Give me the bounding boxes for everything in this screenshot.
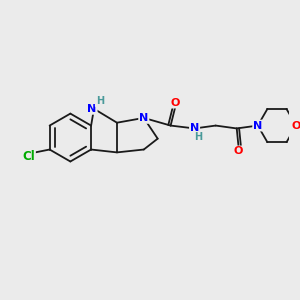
Text: O: O [291, 121, 300, 130]
Text: H: H [194, 132, 202, 142]
Text: O: O [234, 146, 243, 156]
Text: N: N [253, 121, 262, 130]
Text: O: O [171, 98, 180, 108]
Text: Cl: Cl [22, 150, 35, 163]
Text: N: N [190, 123, 199, 134]
Text: N: N [139, 113, 148, 123]
Text: H: H [96, 96, 104, 106]
Text: N: N [87, 104, 97, 114]
